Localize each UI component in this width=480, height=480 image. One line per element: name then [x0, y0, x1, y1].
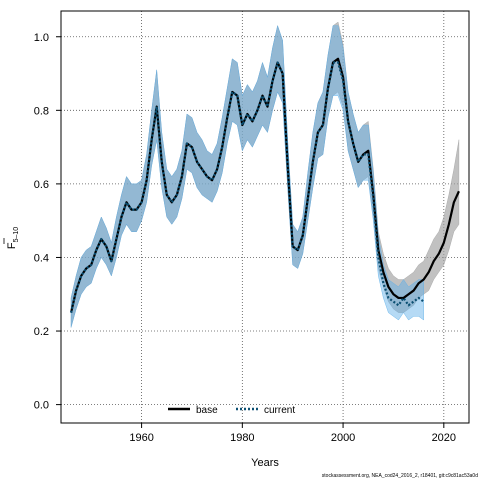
- legend: base current: [168, 405, 295, 416]
- x-axis: 1960 1980 2000 2020: [129, 423, 456, 444]
- x-tick-label: 2020: [432, 432, 456, 444]
- series-line-current: [69, 61, 425, 313]
- y-tick-label: 0.6: [34, 179, 49, 191]
- y-tick-label: 1.0: [34, 32, 49, 44]
- y-tick-label: 0.4: [34, 252, 49, 264]
- plot-frame: [60, 10, 470, 424]
- series-lines: [69, 57, 460, 313]
- x-axis-label: Years: [251, 457, 279, 469]
- y-tick-label: 0.8: [34, 105, 49, 117]
- y-axis-label-sub: 5–10: [13, 227, 20, 243]
- footer-credit: stockassessment.org, NEA_cod24_2016_2, r…: [322, 473, 478, 479]
- y-axis-label-main: F: [6, 242, 18, 249]
- x-tick-label: 1980: [230, 432, 254, 444]
- y-axis-label: F5–10: [3, 227, 20, 249]
- x-tick-label: 2000: [331, 432, 355, 444]
- y-tick-label: 0.0: [34, 400, 49, 412]
- y-axis: 0.0 0.2 0.4 0.6 0.8 1.0: [34, 32, 61, 412]
- y-tick-label: 0.2: [34, 326, 49, 338]
- legend-label-current: current: [264, 405, 295, 416]
- svg-text:F5–10: F5–10: [6, 227, 20, 249]
- x-tick-label: 1960: [129, 432, 153, 444]
- legend-label-base: base: [196, 405, 218, 416]
